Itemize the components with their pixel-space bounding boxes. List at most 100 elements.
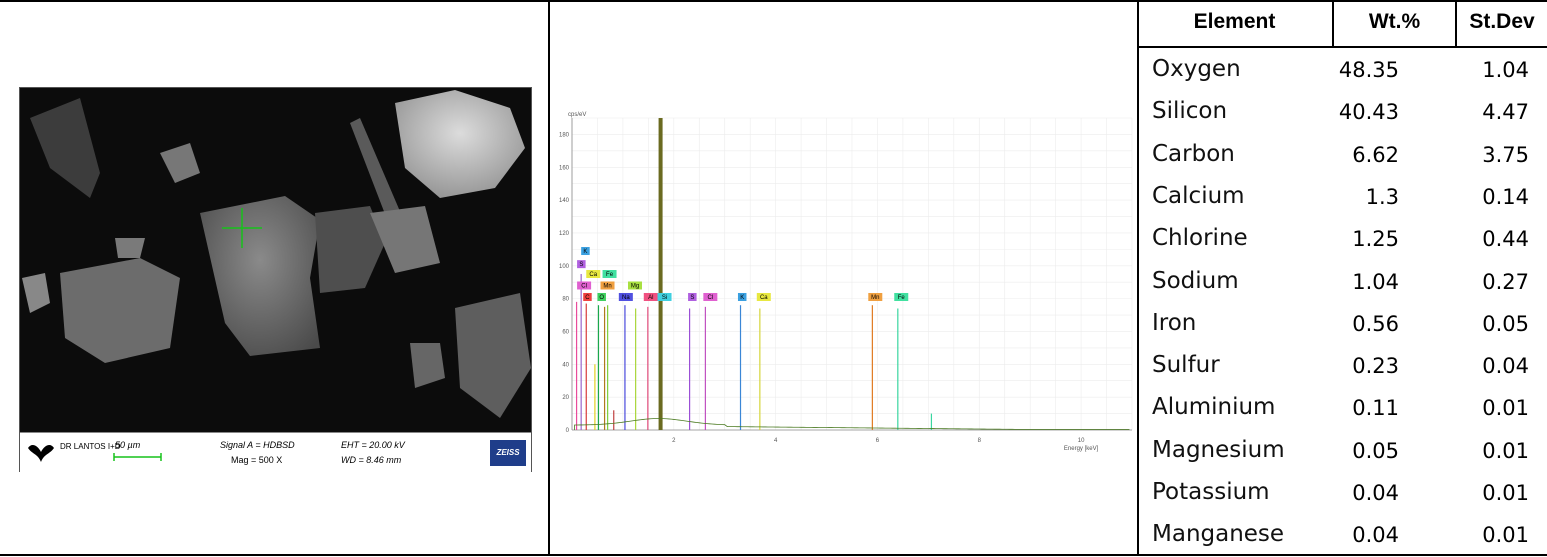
element-label-text: Fe: [898, 295, 906, 301]
table-row-stdev: 0.04: [1482, 354, 1529, 379]
y-tick-label: 20: [562, 395, 569, 401]
element-label-text: Mn: [603, 283, 611, 289]
table-row-element: Oxygen: [1152, 56, 1241, 82]
table-row-stdev: 1.04: [1482, 58, 1529, 82]
y-tick-label: 100: [559, 264, 570, 270]
element-label-text: Mg: [631, 283, 639, 289]
table-row-wt: 1.25: [1352, 227, 1399, 252]
y-tick-label: 120: [559, 231, 570, 237]
x-axis-label: Energy [keV]: [1064, 446, 1099, 452]
table-row-stdev: 3.75: [1482, 142, 1529, 167]
y-axis-label: cps/eV: [568, 112, 586, 118]
table-row-element: Sulfur: [1152, 352, 1220, 379]
table-row-stdev: 0.01: [1482, 438, 1529, 463]
element-label-text: Mn: [871, 295, 879, 301]
table-row-stdev: 0.01: [1482, 523, 1529, 548]
element-label-text: Ca: [589, 272, 597, 278]
y-tick-label: 160: [559, 165, 570, 171]
y-tick-label: 40: [562, 362, 569, 368]
y-tick-label: 60: [562, 329, 569, 335]
element-label-box: [756, 292, 771, 301]
table-row-wt: 0.04: [1352, 481, 1399, 505]
divider-left: [548, 0, 550, 556]
table-row-wt: 48.35: [1338, 58, 1399, 82]
element-label-text: K: [740, 295, 744, 301]
element-label-text: K: [583, 249, 587, 255]
x-tick-label: 6: [876, 438, 880, 444]
element-label-box: [737, 292, 747, 301]
element-label-box: [597, 292, 606, 301]
table-row-wt: 0.05: [1352, 438, 1399, 463]
sem-signal-label: Signal A = HDBSD: [220, 440, 295, 450]
element-label-text: Cl: [708, 295, 714, 301]
x-tick-label: 10: [1078, 438, 1085, 444]
table-row-element: Manganese: [1152, 521, 1285, 548]
element-label-box: [703, 292, 718, 301]
spectrum-background: [574, 418, 1130, 430]
y-tick-label: 0: [566, 428, 570, 434]
header-element: Element: [1193, 10, 1276, 33]
element-label-box: [581, 247, 590, 256]
table-row-element: Aluminium: [1152, 394, 1276, 421]
spectrum-svg: 0 20 40 60 80 100 120 140 160 180 2 4 6 8 10 cps/eV Ener…: [559, 112, 1133, 452]
sem-logo-text: DR LANTOS I+D: [60, 442, 121, 451]
eds-spectrum-chart: 0 20 40 60 80 100 120 140 160 180 2 4 6 8 10 cps/eV Ener…: [552, 108, 1137, 458]
header-wt: Wt.%: [1368, 10, 1421, 33]
element-label-text: Cl: [581, 283, 587, 289]
element-label-text: S: [690, 295, 694, 301]
element-label-text: Ca: [760, 295, 768, 301]
table-row-wt: 1.04: [1352, 269, 1399, 294]
table-row-element: Sodium: [1152, 267, 1239, 294]
header-divider-2: [1455, 0, 1457, 46]
element-label-box: [868, 292, 883, 301]
sem-micrograph: DR LANTOS I+D 50 µm Signal A = HDBSD Mag…: [19, 87, 532, 472]
table-row-stdev: 0.27: [1482, 269, 1529, 294]
table-row-element: Carbon: [1152, 140, 1235, 167]
element-label-box: [583, 292, 592, 301]
element-label-text: O: [599, 295, 604, 301]
table-row-element: Silicon: [1152, 98, 1228, 125]
drlantos-logo-icon: [28, 445, 54, 462]
table-row-element: Chlorine: [1152, 225, 1248, 252]
element-label-text: Fe: [606, 272, 614, 278]
table-row-stdev: 0.01: [1482, 396, 1529, 421]
x-tick-label: 8: [978, 438, 982, 444]
table-row-wt: 1.3: [1365, 184, 1399, 209]
sem-wd-label: WD = 8.46 mm: [341, 455, 402, 465]
y-tick-label: 180: [559, 132, 570, 138]
element-label-box: [894, 292, 909, 301]
sem-mag-label: Mag = 500 X: [231, 455, 283, 465]
element-label-box: [643, 292, 658, 301]
x-tick-label: 4: [774, 438, 778, 444]
table-row-stdev: 0.14: [1482, 184, 1529, 209]
element-label-box: [688, 292, 697, 301]
element-label-box: [628, 281, 642, 290]
table-row-element: Magnesium: [1152, 436, 1285, 463]
sem-image: [20, 88, 531, 432]
table-row-wt: 0.23: [1352, 354, 1399, 379]
table-row-wt: 40.43: [1338, 100, 1399, 125]
table-header-row: [1137, 0, 1547, 48]
table-row-wt: 0.11: [1352, 396, 1399, 421]
element-label-text: Al: [648, 295, 653, 301]
table-row-stdev: 0.44: [1482, 227, 1529, 252]
element-label-text: Na: [622, 295, 630, 301]
header-divider-1: [1332, 0, 1334, 46]
x-tick-label: 2: [672, 438, 676, 444]
element-label-box: [577, 281, 592, 290]
table-row-element: Potassium: [1152, 479, 1270, 505]
element-label-box: [618, 292, 633, 301]
table-row-element: Iron: [1152, 309, 1197, 336]
table-row-stdev: 4.47: [1482, 100, 1529, 125]
element-label-text: C: [585, 295, 590, 301]
table-row-wt: 6.62: [1352, 142, 1399, 167]
element-label-box: [577, 260, 586, 269]
element-label-text: Si: [662, 295, 667, 301]
table-row-stdev: 0.01: [1482, 481, 1529, 505]
y-tick-label: 140: [559, 198, 570, 204]
element-label-box: [586, 270, 601, 278]
element-label-box: [657, 292, 672, 301]
scale-bar: [113, 453, 162, 461]
zeiss-logo: ZEISS: [490, 440, 526, 466]
element-label-text: S: [579, 262, 583, 268]
